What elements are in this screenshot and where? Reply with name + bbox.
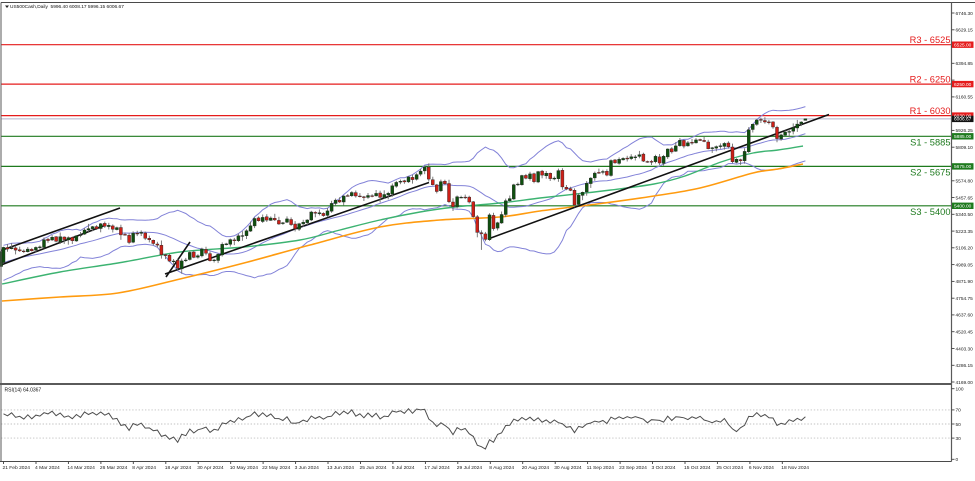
svg-text:4 Mar 2024: 4 Mar 2024: [35, 465, 60, 471]
svg-text:4169.00: 4169.00: [956, 380, 974, 386]
svg-text:5926.25: 5926.25: [956, 128, 974, 134]
svg-text:5 Jul 2024: 5 Jul 2024: [392, 465, 415, 471]
svg-text:5457.65: 5457.65: [956, 195, 974, 201]
svg-text:R3 - 6525: R3 - 6525: [910, 35, 951, 45]
svg-text:50: 50: [956, 422, 962, 428]
svg-text:S3 - 5400: S3 - 5400: [910, 207, 950, 217]
svg-text:S2 - 5675: S2 - 5675: [910, 167, 950, 177]
svg-text:11 Sep 2024: 11 Sep 2024: [587, 465, 615, 471]
svg-text:30 Aug 2024: 30 Aug 2024: [554, 465, 582, 471]
svg-text:5340.50: 5340.50: [956, 212, 974, 218]
svg-text:RSI(14) 64.0367: RSI(14) 64.0367: [5, 388, 42, 394]
svg-text:5675.00: 5675.00: [954, 164, 972, 170]
svg-text:22 May 2024: 22 May 2024: [262, 465, 291, 471]
svg-text:S1 - 5885: S1 - 5885: [910, 137, 950, 147]
svg-text:100: 100: [956, 387, 964, 393]
svg-text:6250.00: 6250.00: [954, 82, 972, 88]
svg-text:30: 30: [956, 436, 962, 442]
svg-text:70: 70: [956, 408, 962, 414]
svg-text:4286.15: 4286.15: [956, 363, 974, 369]
svg-text:5809.10: 5809.10: [956, 145, 974, 151]
svg-text:18 Apr 2024: 18 Apr 2024: [165, 465, 192, 471]
svg-text:18 Nov 2024: 18 Nov 2024: [781, 465, 809, 471]
svg-text:4520.45: 4520.45: [956, 330, 974, 336]
svg-text:US500Cash,Daily 5996.40 6008.: US500Cash,Daily 5996.40 6008.17 5996.15 …: [10, 4, 124, 10]
svg-text:6746.30: 6746.30: [956, 11, 974, 17]
svg-text:5574.80: 5574.80: [956, 179, 974, 185]
svg-text:14 Mar 2024: 14 Mar 2024: [67, 465, 95, 471]
svg-text:17 Jul 2024: 17 Jul 2024: [424, 465, 450, 471]
svg-text:8 Aug 2024: 8 Aug 2024: [489, 465, 514, 471]
svg-text:6629.15: 6629.15: [956, 28, 974, 34]
svg-text:21 Feb 2024: 21 Feb 2024: [3, 465, 31, 471]
svg-text:23 Sep 2024: 23 Sep 2024: [619, 465, 647, 471]
svg-text:25 Oct 2024: 25 Oct 2024: [716, 465, 743, 471]
svg-text:6160.55: 6160.55: [956, 95, 974, 101]
svg-text:R2 - 6250: R2 - 6250: [910, 75, 951, 85]
svg-text:15 Oct 2024: 15 Oct 2024: [684, 465, 711, 471]
svg-text:29 Jul 2024: 29 Jul 2024: [457, 465, 483, 471]
svg-text:6006.67: 6006.67: [954, 117, 972, 123]
svg-text:8 Apr 2024: 8 Apr 2024: [132, 465, 156, 471]
svg-text:6030.00: 6030.00: [954, 113, 972, 119]
svg-text:4403.30: 4403.30: [956, 346, 974, 352]
svg-text:13 Jun 2024: 13 Jun 2024: [327, 465, 354, 471]
svg-text:5106.20: 5106.20: [956, 246, 974, 252]
svg-text:R1 - 6030: R1 - 6030: [910, 106, 951, 116]
svg-text:25 Jun 2024: 25 Jun 2024: [360, 465, 387, 471]
svg-text:6 Nov 2024: 6 Nov 2024: [749, 465, 774, 471]
svg-text:5400.00: 5400.00: [954, 204, 972, 210]
svg-text:10 May 2024: 10 May 2024: [230, 465, 259, 471]
svg-text:4989.05: 4989.05: [956, 262, 974, 268]
svg-text:4754.75: 4754.75: [956, 296, 974, 302]
svg-text:3 Oct 2024: 3 Oct 2024: [652, 465, 676, 471]
svg-text:26 Mar 2024: 26 Mar 2024: [100, 465, 128, 471]
svg-text:3 Jun 2024: 3 Jun 2024: [295, 465, 319, 471]
svg-text:6525.00: 6525.00: [954, 42, 972, 48]
svg-text:4637.60: 4637.60: [956, 313, 974, 319]
svg-text:0: 0: [956, 457, 959, 463]
svg-text:4871.90: 4871.90: [956, 279, 974, 285]
svg-text:5885.00: 5885.00: [954, 134, 972, 140]
svg-text:5223.35: 5223.35: [956, 229, 974, 235]
svg-text:6394.85: 6394.85: [956, 61, 974, 67]
svg-text:20 Aug 2024: 20 Aug 2024: [522, 465, 550, 471]
svg-text:30 Apr 2024: 30 Apr 2024: [197, 465, 224, 471]
